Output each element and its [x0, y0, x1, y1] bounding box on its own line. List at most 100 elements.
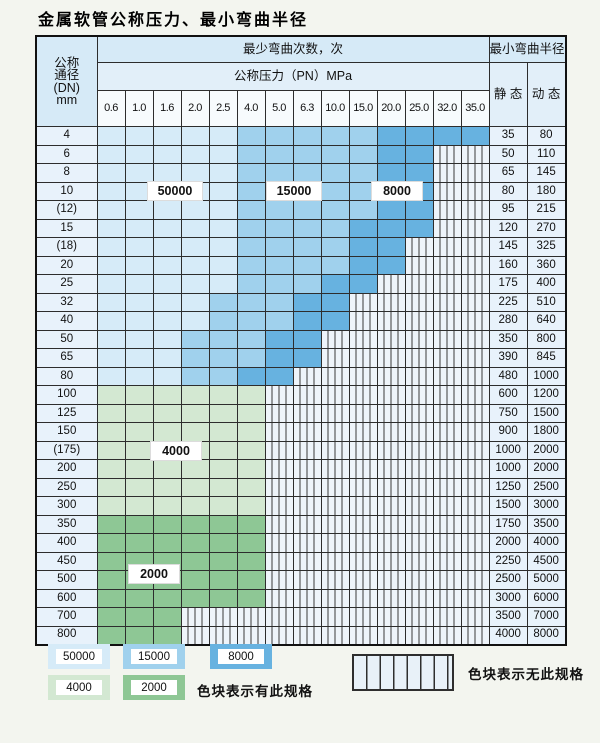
spec-cell: [236, 311, 266, 331]
page-title: 金属软管公称压力、最小弯曲半径: [38, 10, 309, 29]
dynamic-radius-value: 6000: [526, 588, 567, 608]
dn-value: (18): [35, 237, 98, 257]
spec-cell-none: [292, 625, 322, 645]
static-radius-value: 1750: [488, 514, 528, 534]
spec-cell-none: [404, 255, 434, 275]
spec-cell: [404, 126, 434, 146]
spec-cell: [124, 459, 154, 479]
spec-cell-none: [320, 440, 350, 460]
spec-cell-none: [180, 607, 210, 627]
spec-cell-none: [460, 459, 490, 479]
spec-cell-none: [460, 181, 490, 201]
spec-cell-none: [264, 588, 294, 608]
spec-cell-none: [376, 551, 406, 571]
spec-cell: [152, 163, 182, 183]
spec-cell: [152, 477, 182, 497]
spec-cell: [208, 200, 238, 220]
spec-cell: [264, 329, 294, 349]
spec-cell-none: [292, 551, 322, 571]
spec-cell-none: [432, 255, 462, 275]
spec-cell-none: [348, 588, 378, 608]
spec-cell: [320, 200, 350, 220]
spec-cell-none: [460, 607, 490, 627]
pressure-value: 25.0: [404, 90, 434, 127]
spec-cell: [152, 200, 182, 220]
dn-value: 600: [35, 588, 98, 608]
spec-cell: [292, 255, 322, 275]
spec-cell-none: [376, 625, 406, 645]
spec-cell: [124, 607, 154, 627]
spec-cell: [236, 237, 266, 257]
spec-cell-none: [432, 403, 462, 423]
spec-cell: [208, 311, 238, 331]
spec-cell: [236, 348, 266, 368]
spec-cell: [96, 514, 126, 534]
spec-cell: [320, 144, 350, 164]
pressure-value: 2.5: [208, 90, 238, 127]
spec-cell-none: [432, 144, 462, 164]
spec-cell-none: [320, 625, 350, 645]
legend-label-50000: 50000: [56, 649, 102, 664]
dn-header-line3: (DN): [53, 80, 80, 95]
spec-cell-none: [460, 255, 490, 275]
spec-cell-none: [460, 440, 490, 460]
spec-cell: [236, 496, 266, 516]
spec-cell-none: [292, 477, 322, 497]
table-row: 700 3500 7000: [35, 607, 567, 627]
spec-cell: [152, 348, 182, 368]
spec-cell-none: [460, 514, 490, 534]
spec-cell-none: [264, 607, 294, 627]
spec-cell-none: [348, 366, 378, 386]
spec-cell: [180, 366, 210, 386]
spec-cell-none: [376, 329, 406, 349]
spec-cell: [236, 200, 266, 220]
spec-cell: [180, 551, 210, 571]
spec-cell-none: [376, 311, 406, 331]
spec-cell: [124, 218, 154, 238]
spec-cell: [96, 533, 126, 553]
spec-cell: [208, 292, 238, 312]
spec-cell-none: [404, 348, 434, 368]
spec-cell: [180, 144, 210, 164]
spec-cell-none: [376, 459, 406, 479]
legend-box-8000: 8000: [210, 644, 272, 669]
spec-cell: [264, 126, 294, 146]
spec-cell: [152, 496, 182, 516]
legend-no-spec-swatch: [352, 654, 454, 691]
spec-cell: [348, 237, 378, 257]
spec-cell-none: [460, 218, 490, 238]
spec-cell: [348, 181, 378, 201]
spec-cell-none: [264, 422, 294, 442]
spec-cell-none: [376, 366, 406, 386]
spec-cell-none: [376, 385, 406, 405]
spec-cell: [180, 514, 210, 534]
dn-value: 500: [35, 570, 98, 590]
spec-cell-none: [348, 311, 378, 331]
legend-label-4000: 4000: [56, 680, 102, 695]
spec-cell: [264, 255, 294, 275]
table-row: 100 600 1200: [35, 385, 567, 405]
spec-cell-none: [264, 514, 294, 534]
spec-cell: [152, 385, 182, 405]
static-radius-value: 1000: [488, 459, 528, 479]
pressure-value: 10.0: [320, 90, 350, 127]
grid-label-8000: 8000: [371, 181, 423, 201]
spec-cell: [348, 163, 378, 183]
spec-cell: [124, 385, 154, 405]
spec-cell-none: [320, 403, 350, 423]
spec-cell: [96, 255, 126, 275]
spec-cell-none: [460, 588, 490, 608]
spec-cell: [124, 366, 154, 386]
spec-cell-none: [460, 477, 490, 497]
dynamic-radius-value: 2000: [526, 440, 567, 460]
static-radius-value: 2500: [488, 570, 528, 590]
spec-cell-none: [348, 348, 378, 368]
spec-cell: [264, 237, 294, 257]
spec-cell: [404, 144, 434, 164]
spec-cell: [152, 237, 182, 257]
spec-cell-none: [460, 496, 490, 516]
spec-cell-none: [348, 607, 378, 627]
dn-value: 4: [35, 126, 98, 146]
dynamic-radius-value: 3500: [526, 514, 567, 534]
static-radius-value: 175: [488, 274, 528, 294]
